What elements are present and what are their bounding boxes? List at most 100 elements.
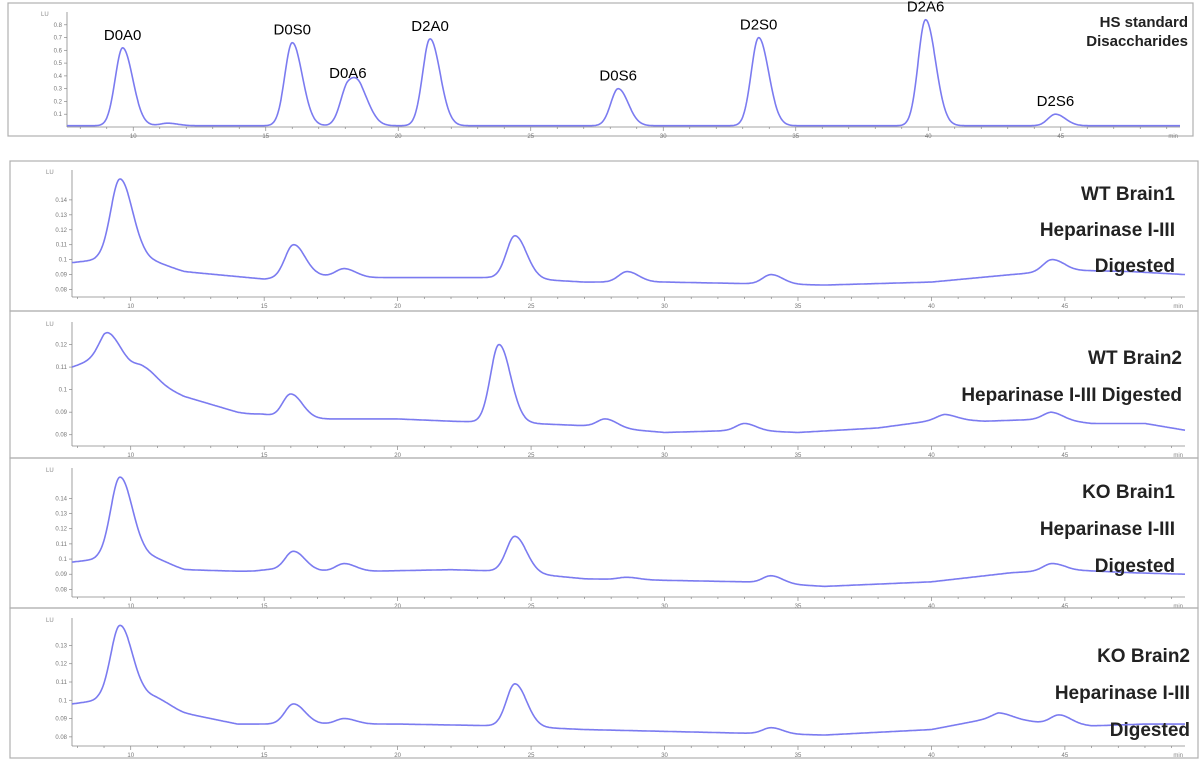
y-tick-label: 0.13 (55, 213, 67, 219)
ko-brain2-panel: 0.08 0.09 0.1 0.11 0.12 0.13 LU 10 15 20 25 30 35 40 4… (9, 607, 1199, 759)
x-tick-label: 40 (925, 134, 932, 140)
panel-title-line: Heparinase I-III (1040, 519, 1175, 540)
x-tick-label: 25 (528, 453, 535, 459)
x-tick-label: 30 (661, 453, 668, 459)
chromatogram-trace (71, 476, 1185, 588)
x-tick-label: 10 (127, 453, 134, 459)
y-unit-label: LU (46, 322, 54, 328)
x-tick-label: 15 (261, 604, 268, 610)
x-tick-label: 10 (127, 304, 134, 310)
peak-label-d2s0: D2S0 (740, 17, 778, 34)
y-tick-label: 0.08 (55, 735, 67, 741)
x-tick-label: 40 (928, 753, 935, 759)
peak-label-d2s6: D2S6 (1037, 93, 1075, 110)
panel-title-line: WT Brain2 (1088, 348, 1182, 369)
chromatogram-trace (71, 178, 1186, 286)
y-tick-label: 0.13 (55, 643, 67, 649)
panel-title-line: Heparinase I-III (1055, 683, 1190, 704)
y-tick-label: 0.1 (59, 258, 68, 264)
panel-title-line: Heparinase I-III Digested (961, 385, 1182, 406)
x-tick-label: 30 (661, 753, 668, 759)
x-unit-label: min (1173, 604, 1183, 610)
y-tick-label: 0.12 (55, 343, 67, 349)
x-tick-label: 20 (394, 453, 401, 459)
x-unit-label: min (1168, 134, 1178, 140)
x-tick-label: 35 (792, 134, 799, 140)
x-tick-label: 35 (795, 304, 802, 310)
y-tick-label: 0.7 (54, 36, 63, 42)
x-tick-label: 25 (527, 134, 534, 140)
y-tick-label: 0.08 (55, 433, 67, 439)
y-tick-label: 0.08 (55, 587, 67, 593)
panel-title-line: Digested (1095, 556, 1175, 577)
y-tick-label: 0.2 (54, 99, 63, 105)
y-tick-label: 0.11 (56, 542, 68, 548)
y-tick-label: 0.1 (59, 388, 68, 394)
y-tick-label: 0.09 (55, 273, 67, 279)
x-tick-label: 40 (928, 304, 935, 310)
y-tick-label: 0.8 (54, 23, 63, 29)
y-tick-label: 0.11 (56, 243, 68, 249)
peak-label-d2a6: D2A6 (907, 0, 945, 16)
panel-title-line: KO Brain1 (1082, 482, 1175, 503)
panel-title-line: WT Brain1 (1081, 184, 1175, 205)
y-unit-label: LU (41, 12, 49, 18)
x-tick-label: 15 (261, 753, 268, 759)
x-unit-label: min (1173, 304, 1183, 310)
x-tick-label: 20 (394, 604, 401, 610)
y-tick-label: 0.3 (54, 87, 63, 93)
y-tick-label: 0.12 (55, 228, 67, 234)
panel-title-line: HS standard (1100, 14, 1188, 31)
peak-label-d0a6: D0A6 (329, 65, 367, 82)
y-tick-label: 0.13 (55, 512, 67, 518)
y-tick-label: 0.09 (55, 717, 67, 723)
panel-title-line: KO Brain2 (1097, 646, 1190, 667)
x-tick-label: 35 (795, 453, 802, 459)
x-tick-label: 30 (660, 134, 667, 140)
x-tick-label: 25 (528, 753, 535, 759)
x-tick-label: 35 (795, 753, 802, 759)
panel-frame (7, 2, 1194, 137)
x-tick-label: 15 (261, 304, 268, 310)
peak-label-d0a0: D0A0 (104, 27, 142, 44)
x-tick-label: 25 (528, 604, 535, 610)
panel-title-line: Digested (1095, 256, 1175, 277)
y-tick-label: 0.1 (59, 698, 68, 704)
x-tick-label: 45 (1057, 134, 1064, 140)
peak-label-d0s0: D0S0 (273, 22, 311, 39)
y-tick-label: 0.09 (55, 572, 67, 578)
x-tick-label: 15 (262, 134, 269, 140)
x-tick-label: 15 (261, 453, 268, 459)
panel-frame (9, 607, 1199, 759)
y-tick-label: 0.11 (56, 680, 68, 686)
ko-brain1-panel: 0.08 0.09 0.1 0.11 0.12 0.13 0.14 LU 10 15 20 25 30 3… (9, 457, 1199, 610)
y-tick-label: 0.5 (54, 61, 63, 67)
x-unit-label: min (1173, 453, 1183, 459)
hs-standard-panel: 0.1 0.2 0.3 0.4 0.5 0.6 0.7 0.8 LU 10 15 20 25 30 35 40… (7, 0, 1194, 140)
x-tick-label: 45 (1062, 453, 1069, 459)
x-tick-label: 35 (795, 604, 802, 610)
panel-title-line: Digested (1110, 720, 1190, 741)
x-tick-label: 30 (661, 304, 668, 310)
y-tick-label: 0.14 (55, 198, 67, 204)
x-tick-label: 10 (130, 134, 137, 140)
x-tick-label: 10 (127, 604, 134, 610)
y-tick-label: 0.14 (55, 496, 67, 502)
peak-label-d0s6: D0S6 (599, 68, 637, 85)
chromatogram-trace (71, 624, 1185, 736)
x-tick-label: 45 (1062, 604, 1069, 610)
y-tick-label: 0.11 (56, 365, 68, 371)
chromatogram-trace (71, 331, 1186, 434)
chromatogram-trace (67, 18, 1180, 127)
y-tick-label: 0.1 (54, 112, 63, 118)
x-tick-label: 40 (928, 453, 935, 459)
y-tick-label: 0.08 (55, 288, 67, 294)
panel-title-line: Disaccharides (1086, 33, 1188, 50)
y-unit-label: LU (46, 170, 54, 176)
y-unit-label: LU (46, 618, 54, 624)
panel-title-line: Heparinase I-III (1040, 220, 1175, 241)
x-tick-label: 20 (395, 134, 402, 140)
x-unit-label: min (1173, 753, 1183, 759)
